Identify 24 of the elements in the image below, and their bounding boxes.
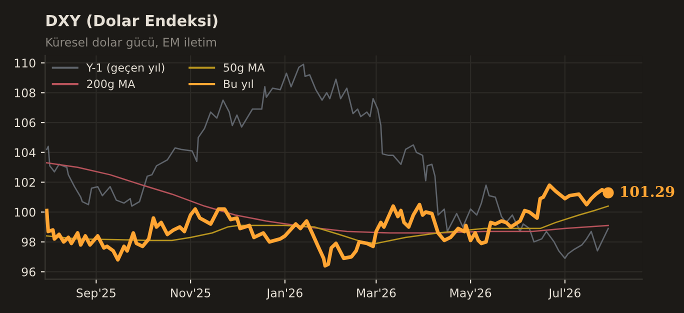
legend-label: 200g MA [87,80,136,90]
y-tick-label: 104 [14,148,36,158]
y-tick-label: 110 [14,58,36,68]
x-tick-label: Sep'25 [76,288,116,300]
legend-label: 50g MA [224,63,265,74]
legend-label: Bu yıl [224,79,253,90]
x-tick-label: Jul'26 [548,288,580,300]
y-tick-label: 102 [14,178,35,187]
x-tick-label: May'26 [450,288,492,300]
legend-label: Y-1 (geçen yıl) [86,63,164,74]
y-tick-label: 98 [22,238,36,247]
x-tick-label: Mar'26 [357,288,396,298]
y-tick-label: 108 [14,88,36,98]
y-tick-label: 100 [14,208,36,217]
chart-title: DXY (Dolar Endeksi) [46,14,218,28]
y-tick-label: 96 [22,267,36,276]
x-tick-label: Nov'25 [171,288,210,298]
annotation: 101.29 [621,186,674,198]
x-tick-label: Jan'26 [266,288,302,300]
line-series [46,64,609,260]
line-series [46,162,609,234]
line-series [46,205,609,244]
y-tick-label: 106 [14,118,36,128]
chart-subtitle: Küresel dolar gücü, EM iletim [46,37,216,49]
